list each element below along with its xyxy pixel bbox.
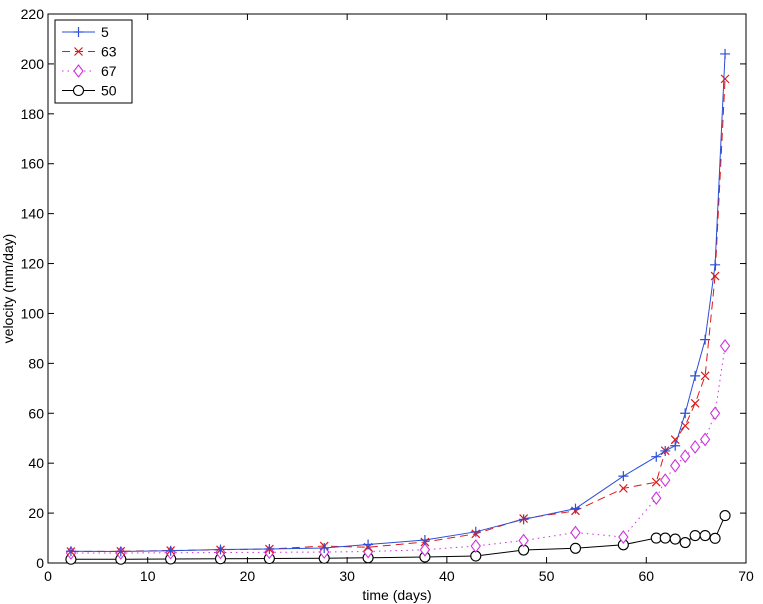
series-5	[65, 48, 731, 557]
data-point	[470, 539, 481, 553]
x-tick-label: 20	[240, 568, 256, 584]
data-point	[660, 445, 671, 456]
legend-label: 67	[101, 63, 117, 79]
data-point	[670, 458, 681, 473]
x-tick-label: 70	[738, 568, 754, 584]
data-point	[264, 544, 275, 555]
x-tick-label: 30	[339, 568, 355, 584]
series-63	[66, 74, 730, 556]
legend: 5 63 67 50	[54, 19, 133, 104]
y-tick-label: 20	[28, 505, 44, 521]
x-tick-label: 10	[140, 568, 156, 584]
legend-marker	[74, 47, 83, 56]
y-tick-label: 80	[28, 355, 44, 371]
y-tick-label: 140	[21, 206, 45, 222]
series-line-63	[70, 78, 726, 553]
y-tick-label: 60	[28, 405, 44, 421]
data-point	[689, 440, 701, 454]
data-point	[700, 371, 710, 381]
data-point	[690, 370, 701, 381]
data-point	[518, 533, 529, 548]
data-point	[618, 483, 628, 493]
plot-series	[65, 48, 731, 565]
data-point	[618, 530, 629, 544]
data-point	[709, 532, 721, 544]
x-tick-label: 60	[638, 568, 654, 584]
x-tick-label: 40	[439, 568, 455, 584]
y-tick-label: 40	[28, 455, 44, 471]
y-tick-label: 120	[21, 256, 45, 272]
series-line-67	[70, 345, 726, 554]
legend-marker	[73, 27, 84, 37]
data-point	[710, 271, 720, 281]
series-50	[65, 510, 731, 565]
axes: 0 10 20 30 40 50 60 70 0 20 40 60 80 100 120 140 160 180 2…	[21, 6, 754, 584]
y-axis-label: velocity (mm/day)	[0, 234, 16, 344]
data-point	[570, 503, 581, 514]
plot-frame	[47, 13, 747, 564]
data-point	[669, 533, 681, 545]
data-point	[720, 48, 731, 59]
legend-box	[54, 19, 133, 104]
legend-entry-63: 63	[62, 44, 117, 60]
data-point	[569, 542, 582, 554]
data-point	[651, 477, 661, 487]
y-tick-label: 200	[21, 56, 45, 72]
data-point	[470, 526, 481, 537]
data-point	[651, 491, 662, 506]
x-tick-label: 50	[539, 568, 555, 584]
series-67	[65, 338, 731, 560]
data-point	[719, 510, 731, 522]
data-point	[690, 398, 700, 408]
data-point	[618, 471, 629, 482]
data-point	[679, 449, 691, 464]
data-point	[319, 543, 330, 554]
y-tick-label: 0	[36, 555, 44, 571]
y-tick-label: 180	[21, 106, 45, 122]
legend-label: 63	[101, 44, 117, 60]
series-line-5	[70, 53, 726, 553]
data-point	[700, 334, 711, 345]
data-point	[419, 535, 430, 546]
legend-label: 5	[101, 24, 109, 40]
data-point	[518, 514, 529, 525]
y-tick-label: 160	[21, 156, 45, 172]
x-axis-label: time (days)	[362, 587, 431, 603]
data-point	[215, 544, 226, 555]
data-point	[689, 529, 701, 542]
data-point	[699, 432, 711, 447]
y-tick-label: 220	[21, 6, 45, 22]
data-point	[679, 536, 691, 549]
data-point	[660, 473, 671, 488]
data-point	[165, 545, 176, 556]
data-point	[680, 408, 691, 419]
data-point	[709, 406, 721, 421]
data-point	[719, 338, 731, 353]
legend-entry-50: 50	[62, 83, 117, 99]
y-tick-label: 100	[21, 305, 45, 321]
data-point	[570, 525, 581, 540]
x-tick-label: 0	[44, 568, 52, 584]
data-point	[651, 451, 662, 462]
data-point	[363, 539, 374, 550]
data-point	[720, 74, 730, 84]
data-point	[670, 440, 681, 451]
data-point	[65, 546, 76, 557]
data-point	[419, 542, 431, 557]
legend-entry-67: 67	[62, 63, 117, 79]
legend-marker	[72, 84, 85, 97]
legend-label: 50	[101, 83, 117, 99]
data-point	[699, 529, 711, 542]
legend-entry-5: 5	[62, 24, 109, 40]
data-point	[659, 532, 671, 544]
legend-marker	[73, 64, 84, 78]
data-point	[710, 259, 721, 270]
data-point	[115, 546, 126, 557]
